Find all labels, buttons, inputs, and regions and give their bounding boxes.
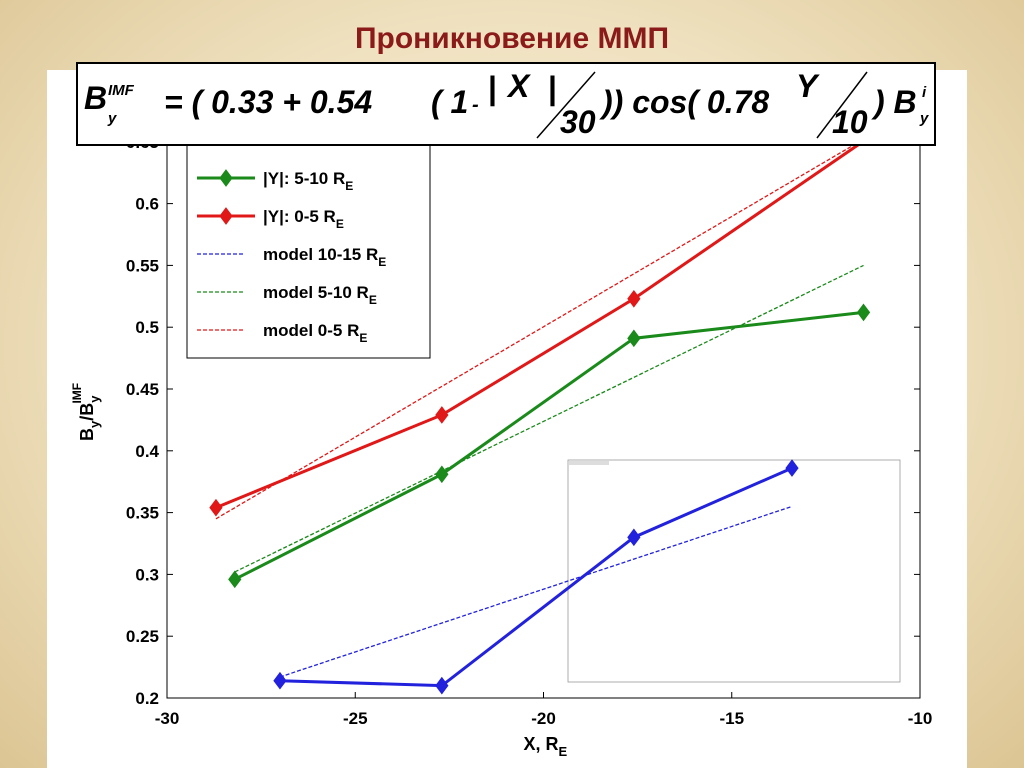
x-tick-label: -15 bbox=[719, 709, 744, 728]
y-tick-label: 0.55 bbox=[126, 256, 159, 275]
y-tick-label: 0.3 bbox=[135, 565, 159, 584]
data-point-marker bbox=[228, 570, 242, 589]
y-tick-label: 0.25 bbox=[126, 627, 159, 646]
model-line-series-4 bbox=[215, 127, 883, 520]
legend-entry-label: |Y|: 0-5 RE bbox=[263, 207, 344, 231]
formula-b-sub: y bbox=[108, 110, 117, 127]
formula-abs-close: | bbox=[548, 70, 557, 106]
formula-ten: 10 bbox=[832, 104, 868, 140]
formula-bi-sub: y bbox=[920, 110, 929, 127]
data-point-marker bbox=[273, 671, 287, 690]
inset-axes-frame bbox=[567, 459, 901, 683]
data-point-marker bbox=[435, 465, 449, 484]
formula-close-b: ) B bbox=[874, 84, 917, 120]
formula-b-sup: IMF bbox=[108, 82, 134, 99]
legend-swatch-marker bbox=[219, 207, 233, 225]
data-point-marker bbox=[627, 289, 641, 308]
x-tick-label: -20 bbox=[531, 709, 556, 728]
legend-entry-label: model 10-15 RE bbox=[263, 245, 386, 269]
figure-panel: -30 -25 -20 -15 -10 0.2 0.25 0.3 0.35 0.4 0.45 0.5 0… bbox=[47, 70, 967, 768]
data-point-marker bbox=[785, 459, 799, 477]
data-point-marker bbox=[627, 329, 641, 348]
data-point-marker bbox=[856, 303, 871, 322]
y-tick-label: 0.35 bbox=[126, 504, 159, 523]
formula-thirty: 30 bbox=[560, 104, 596, 140]
slide-title: Проникновение ММП bbox=[354, 22, 670, 55]
legend-swatch-marker bbox=[219, 169, 233, 187]
x-tick-label: -25 bbox=[343, 709, 368, 728]
line-chart: -30 -25 -20 -15 -100.20.250.30.350.40.450.50… bbox=[70, 79, 933, 759]
y-axis-label: By/ByIMF bbox=[70, 383, 102, 441]
legend-box bbox=[186, 129, 431, 359]
formula-minus: - bbox=[472, 94, 479, 116]
y-tick-label: 0.45 bbox=[126, 380, 159, 399]
formula-bi-sup: i bbox=[922, 84, 927, 101]
formula-fraction-slash-1 bbox=[536, 71, 596, 139]
data-point-marker bbox=[435, 676, 449, 695]
data-line-series-1 bbox=[215, 126, 884, 510]
y-tick-label: 0.6 bbox=[135, 195, 159, 214]
x-tick-label: -30 bbox=[155, 709, 180, 728]
y-tick-label: 0.4 bbox=[135, 442, 159, 461]
formula-eq-part: = ( 0.33 + 0.54 bbox=[164, 84, 373, 120]
y-tick-label: 0.5 bbox=[135, 318, 159, 337]
formula-cos-part: )) cos( 0.78 bbox=[602, 84, 770, 120]
formula-fraction-slash-2 bbox=[816, 71, 868, 139]
legend-entry-label: |Y|: 5-10 RE bbox=[263, 169, 353, 193]
model-line-series-3 bbox=[234, 264, 864, 573]
x-tick-label: -10 bbox=[908, 709, 933, 728]
y-tick-label: 0.2 bbox=[135, 689, 159, 708]
formula-paren-part: ( 1 bbox=[431, 84, 469, 120]
formula-box: B IMF y = ( 0.33 + 0.54 ( 1 - | X | 30 )… bbox=[76, 62, 936, 146]
legend-entry-label: model 5-10 RE bbox=[263, 283, 377, 307]
formula-x-var: X bbox=[508, 68, 530, 104]
data-point-marker bbox=[627, 528, 641, 547]
data-line-series-0 bbox=[234, 310, 864, 581]
x-axis-label: X, RE bbox=[524, 734, 568, 759]
data-point-marker bbox=[209, 498, 223, 517]
data-point-marker bbox=[435, 406, 449, 424]
data-line-series-5 bbox=[279, 466, 793, 688]
inset-axes-label-placeholder bbox=[569, 461, 609, 465]
formula-y-var: Y bbox=[796, 68, 818, 104]
formula-b-main: B bbox=[84, 80, 108, 116]
legend-entry-label: model 0-5 RE bbox=[263, 321, 367, 345]
formula-abs-open: | bbox=[488, 70, 497, 106]
